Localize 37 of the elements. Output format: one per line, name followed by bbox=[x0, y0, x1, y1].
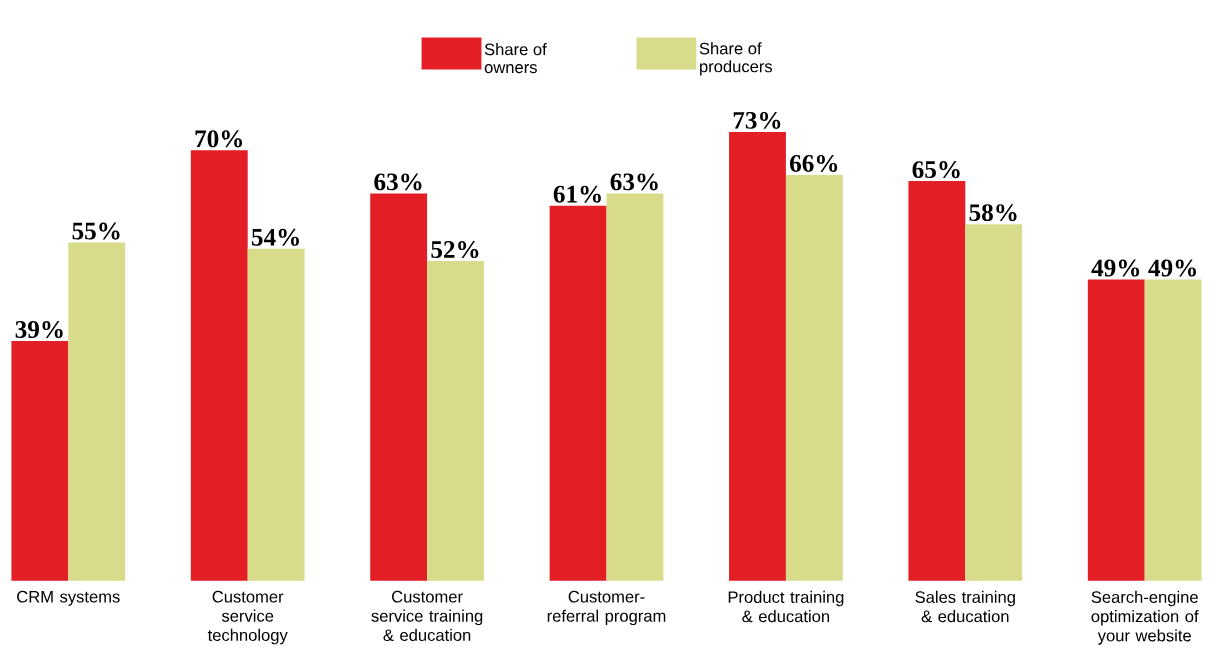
x-tick-label: Sales training & education bbox=[915, 590, 1015, 623]
data-label: 63% bbox=[374, 173, 422, 191]
legend-label: Share of producers bbox=[699, 42, 773, 76]
bar bbox=[965, 224, 1023, 581]
bar bbox=[1087, 279, 1145, 581]
x-tick-label: Search-engine optimization of your website bbox=[1091, 590, 1199, 645]
data-label: 65% bbox=[912, 161, 960, 179]
data-label: 61% bbox=[553, 185, 601, 203]
x-tick-label: Customer-referral program bbox=[547, 590, 666, 625]
bar bbox=[1144, 279, 1202, 581]
bar bbox=[68, 242, 126, 581]
x-tick-label: Customer service technology bbox=[207, 590, 288, 645]
bar bbox=[606, 193, 664, 581]
bar bbox=[190, 150, 248, 581]
legend-label: Share of owners bbox=[484, 43, 547, 74]
data-label: 70% bbox=[195, 130, 243, 148]
x-tick-label: Product training & education bbox=[728, 590, 844, 623]
data-label: 58% bbox=[969, 204, 1017, 222]
bar bbox=[427, 260, 484, 581]
data-label: 73% bbox=[733, 111, 781, 129]
bar bbox=[247, 248, 305, 581]
bar bbox=[729, 131, 786, 581]
data-label: 54% bbox=[251, 228, 299, 246]
data-label: 39% bbox=[15, 320, 63, 338]
data-label: 49% bbox=[1148, 259, 1196, 277]
bar bbox=[549, 205, 607, 581]
bar bbox=[11, 340, 69, 581]
data-label: 49% bbox=[1091, 259, 1140, 277]
bar bbox=[785, 174, 843, 581]
data-label: 63% bbox=[610, 173, 658, 191]
data-label: 66% bbox=[790, 154, 838, 172]
data-label: 55% bbox=[72, 222, 120, 240]
data-label: 52% bbox=[431, 240, 479, 259]
x-tick-label: CRM systems bbox=[17, 590, 120, 606]
x-tick-label: Customer service training & education bbox=[371, 590, 483, 641]
bar bbox=[908, 181, 966, 581]
bar bbox=[370, 193, 428, 581]
